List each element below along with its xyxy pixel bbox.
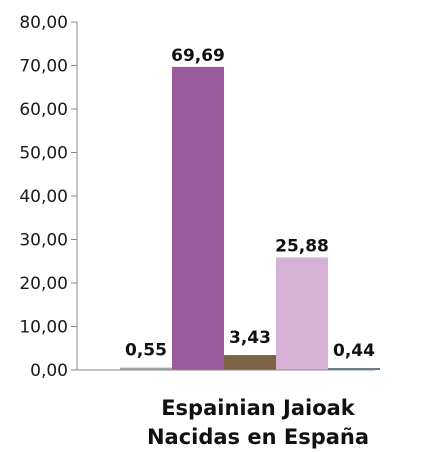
category-label-line-1: Espainian Jaioak bbox=[161, 396, 356, 420]
bar-value-label-2: 69,69 bbox=[171, 46, 225, 66]
bar-value-label-3: 3,43 bbox=[229, 328, 271, 348]
bar-2 bbox=[172, 66, 224, 370]
y-tick-label: 20,00 bbox=[19, 274, 68, 294]
y-tick-label: 60,00 bbox=[19, 100, 68, 120]
y-tick-label: 50,00 bbox=[19, 144, 68, 164]
y-axis: 0,00 10,00 20,00 30,00 40,00 50,00 60,00 70,00 8… bbox=[19, 13, 78, 381]
category-label-line-2: Nacidas en España bbox=[147, 425, 369, 449]
y-tick-label: 80,00 bbox=[19, 13, 68, 33]
y-tick-label: 0,00 bbox=[30, 361, 68, 381]
bar-1 bbox=[120, 367, 172, 370]
bars bbox=[120, 66, 380, 370]
bar-3 bbox=[224, 355, 276, 370]
bar-5 bbox=[328, 368, 380, 370]
bar-value-label-5: 0,44 bbox=[333, 341, 375, 361]
y-tick-label: 70,00 bbox=[19, 57, 68, 77]
y-tick-label: 40,00 bbox=[19, 187, 68, 207]
y-tick-label: 30,00 bbox=[19, 231, 68, 251]
bar-4 bbox=[276, 257, 328, 370]
bar-value-label-1: 0,55 bbox=[125, 341, 167, 361]
y-tick-label: 10,00 bbox=[19, 318, 68, 338]
bar-value-label-4: 25,88 bbox=[275, 236, 329, 256]
data-labels: 0,55 69,69 3,43 25,88 0,44 bbox=[125, 46, 375, 361]
